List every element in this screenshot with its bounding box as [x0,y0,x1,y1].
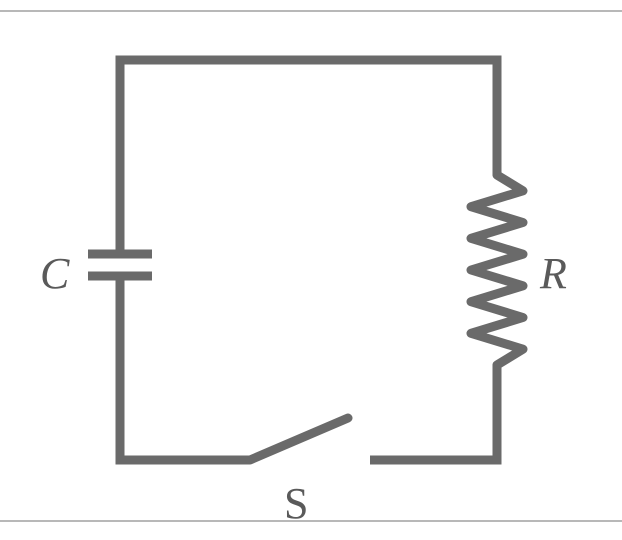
capacitor-label: C [40,248,69,299]
switch-label: S [284,478,308,529]
circuit-svg [0,0,622,540]
circuit-diagram: { "diagram": { "type": "circuit", "strok… [0,0,622,540]
resistor-label: R [540,248,567,299]
